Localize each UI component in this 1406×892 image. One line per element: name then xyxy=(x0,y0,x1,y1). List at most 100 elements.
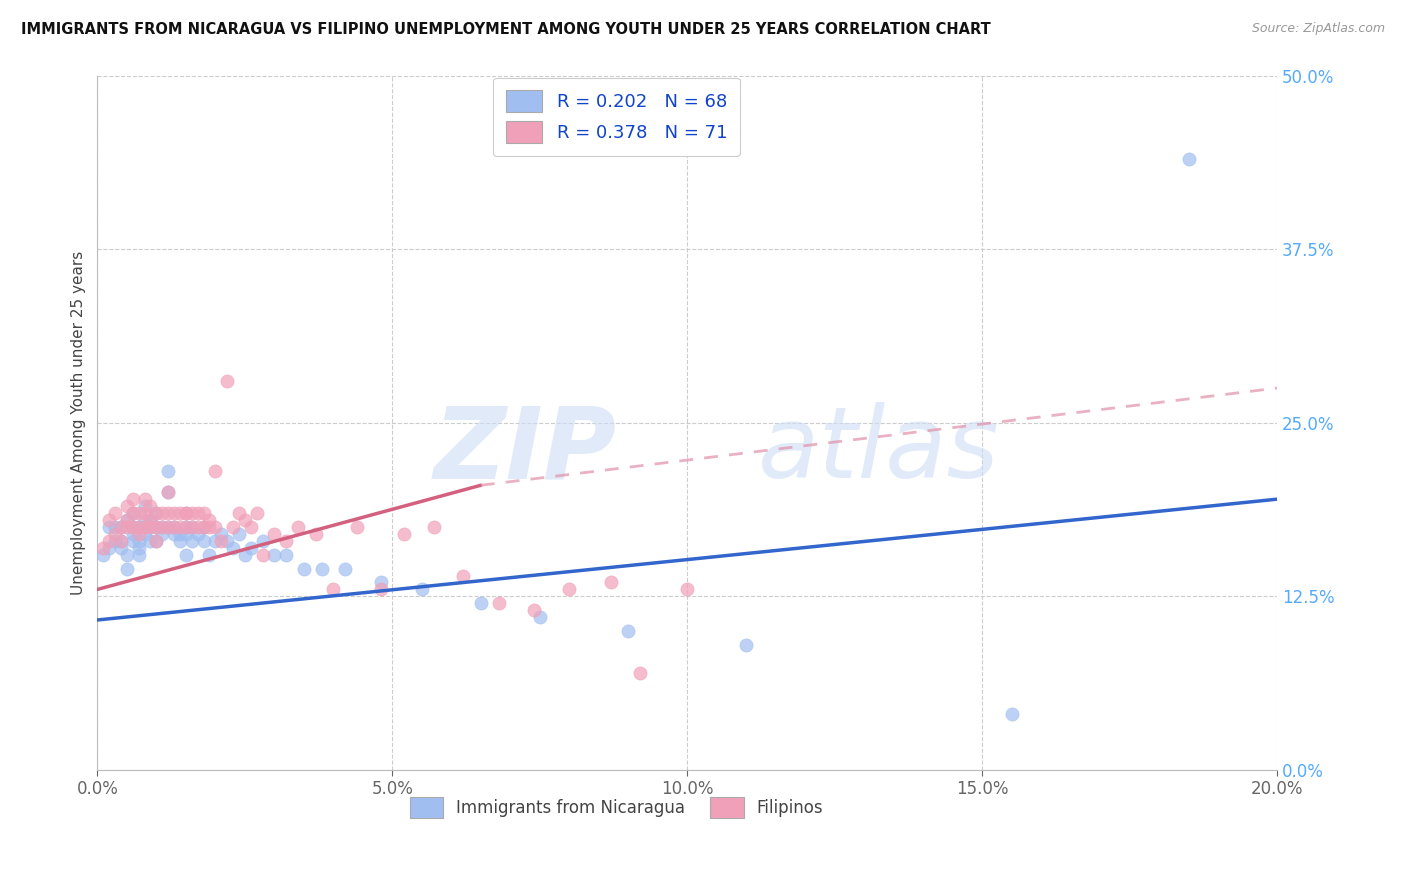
Point xyxy=(91,548,114,562)
Point xyxy=(529,610,551,624)
Point xyxy=(121,506,143,520)
Point xyxy=(110,533,132,548)
Text: IMMIGRANTS FROM NICARAGUA VS FILIPINO UNEMPLOYMENT AMONG YOUTH UNDER 25 YEARS CO: IMMIGRANTS FROM NICARAGUA VS FILIPINO UN… xyxy=(21,22,991,37)
Y-axis label: Unemployment Among Youth under 25 years: Unemployment Among Youth under 25 years xyxy=(72,251,86,595)
Point xyxy=(157,485,180,500)
Point xyxy=(104,506,127,520)
Point xyxy=(523,603,546,617)
Point xyxy=(169,527,191,541)
Legend: Immigrants from Nicaragua, Filipinos: Immigrants from Nicaragua, Filipinos xyxy=(404,790,830,824)
Text: Source: ZipAtlas.com: Source: ZipAtlas.com xyxy=(1251,22,1385,36)
Point xyxy=(163,520,186,534)
Point xyxy=(150,520,173,534)
Point xyxy=(222,520,245,534)
Point xyxy=(370,575,392,590)
Point xyxy=(204,520,226,534)
Point xyxy=(150,527,173,541)
Point xyxy=(198,520,221,534)
Point xyxy=(169,506,191,520)
Point xyxy=(115,499,138,513)
Point xyxy=(174,527,197,541)
Point xyxy=(209,533,232,548)
Point xyxy=(128,527,150,541)
Point xyxy=(174,548,197,562)
Point xyxy=(98,513,121,527)
Point xyxy=(110,520,132,534)
Point xyxy=(193,533,215,548)
Point xyxy=(676,582,699,597)
Point xyxy=(163,506,186,520)
Point xyxy=(187,520,209,534)
Point xyxy=(91,541,114,555)
Point xyxy=(217,374,239,388)
Point xyxy=(628,665,651,680)
Point xyxy=(198,548,221,562)
Point xyxy=(163,520,186,534)
Point xyxy=(193,520,215,534)
Point xyxy=(187,527,209,541)
Point xyxy=(98,533,121,548)
Point xyxy=(134,492,156,507)
Point xyxy=(104,527,127,541)
Point xyxy=(121,527,143,541)
Point xyxy=(139,513,162,527)
Point xyxy=(128,520,150,534)
Point xyxy=(128,533,150,548)
Point xyxy=(180,520,202,534)
Point xyxy=(121,520,143,534)
Point xyxy=(145,533,167,548)
Point xyxy=(134,506,156,520)
Point xyxy=(121,533,143,548)
Point xyxy=(110,533,132,548)
Point xyxy=(239,520,262,534)
Point xyxy=(180,520,202,534)
Point xyxy=(104,533,127,548)
Point xyxy=(1001,707,1024,722)
Point xyxy=(174,506,197,520)
Point xyxy=(134,513,156,527)
Point xyxy=(134,520,156,534)
Point xyxy=(209,527,232,541)
Point xyxy=(451,568,474,582)
Point xyxy=(292,561,315,575)
Point xyxy=(139,533,162,548)
Point xyxy=(193,520,215,534)
Point xyxy=(150,520,173,534)
Point xyxy=(346,520,368,534)
Point xyxy=(239,541,262,555)
Point xyxy=(470,596,492,610)
Point xyxy=(163,527,186,541)
Point xyxy=(115,561,138,575)
Point xyxy=(174,520,197,534)
Point xyxy=(174,506,197,520)
Point xyxy=(145,533,167,548)
Point xyxy=(121,520,143,534)
Text: ZIP: ZIP xyxy=(433,402,616,499)
Point xyxy=(139,520,162,534)
Point xyxy=(145,506,167,520)
Point xyxy=(128,506,150,520)
Point xyxy=(276,548,298,562)
Point xyxy=(263,548,285,562)
Point xyxy=(157,485,180,500)
Point xyxy=(115,548,138,562)
Point xyxy=(145,520,167,534)
Point xyxy=(193,506,215,520)
Point xyxy=(558,582,581,597)
Point xyxy=(233,548,256,562)
Point xyxy=(104,520,127,534)
Point xyxy=(174,520,197,534)
Point xyxy=(276,533,298,548)
Point xyxy=(110,520,132,534)
Point xyxy=(145,506,167,520)
Point xyxy=(228,527,250,541)
Point xyxy=(128,520,150,534)
Point xyxy=(370,582,392,597)
Point xyxy=(263,527,285,541)
Point xyxy=(333,561,356,575)
Point xyxy=(217,533,239,548)
Point xyxy=(139,513,162,527)
Point xyxy=(110,541,132,555)
Point xyxy=(115,520,138,534)
Point xyxy=(169,520,191,534)
